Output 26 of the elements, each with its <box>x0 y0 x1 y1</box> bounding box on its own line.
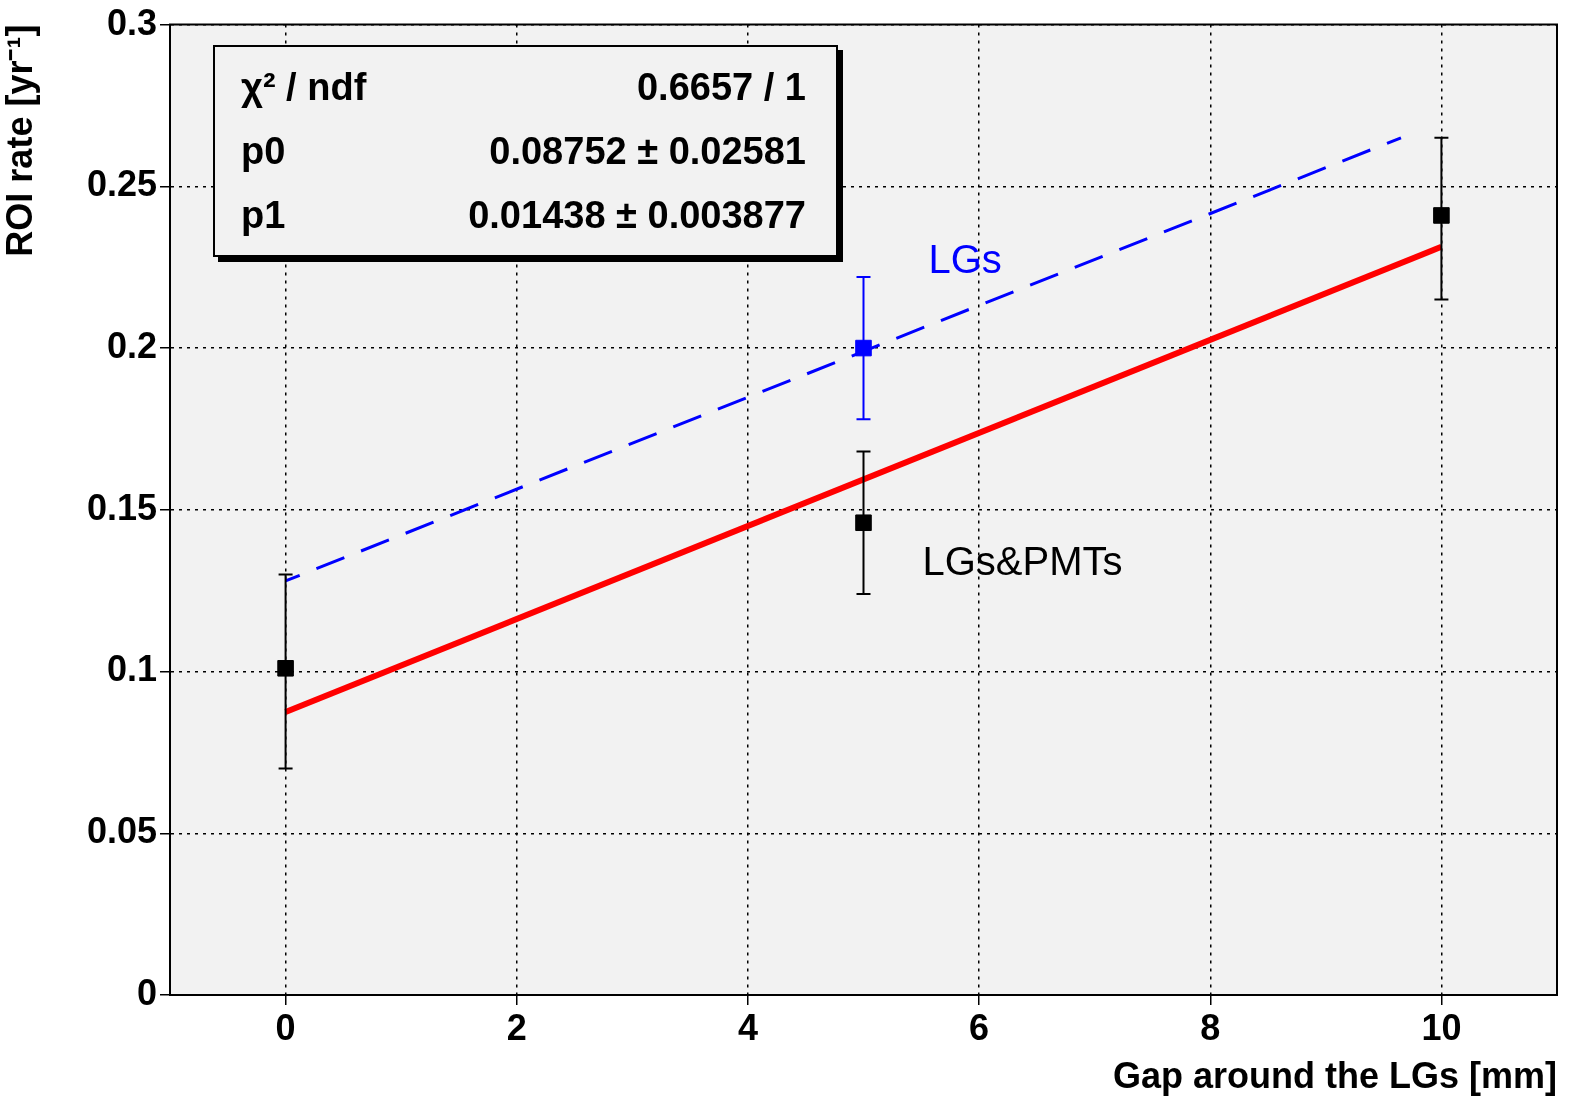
annotation: p0 <box>241 129 286 174</box>
x-tick-label: 4 <box>737 1006 758 1048</box>
annotation: p1 <box>241 193 286 238</box>
y-tick-label: 0.3 <box>106 1 157 43</box>
annotation: 0.08752 ± 0.02581 <box>489 129 806 174</box>
annotation: 0.6657 / 1 <box>636 65 806 110</box>
x-tick-label: 2 <box>506 1006 527 1048</box>
annotation: χ² / ndf <box>241 65 367 110</box>
x-tick-label: 6 <box>969 1006 990 1048</box>
y-tick-label: 0.05 <box>86 810 157 852</box>
y-tick-label: 0.25 <box>86 163 157 205</box>
annotation: 0.01438 ± 0.003877 <box>468 193 806 238</box>
y-axis-title: ROI rate [yr⁻¹] <box>0 24 40 257</box>
series-label: LGs&PMTs <box>922 538 1123 583</box>
point <box>855 514 872 532</box>
point <box>277 660 294 677</box>
x-tick-label: 8 <box>1200 1006 1221 1048</box>
y-tick-label: 0 <box>136 971 157 1013</box>
y-tick-label: 0.1 <box>106 648 157 690</box>
point <box>1433 207 1450 224</box>
x-tick-label: 0 <box>275 1006 296 1048</box>
x-tick-label: 10 <box>1421 1006 1462 1048</box>
x-axis-title: Gap around the LGs [mm] <box>1112 1055 1557 1097</box>
y-tick-label: 0.2 <box>106 324 157 366</box>
y-tick-label: 0.15 <box>86 486 157 528</box>
text: LGs <box>928 237 1002 282</box>
